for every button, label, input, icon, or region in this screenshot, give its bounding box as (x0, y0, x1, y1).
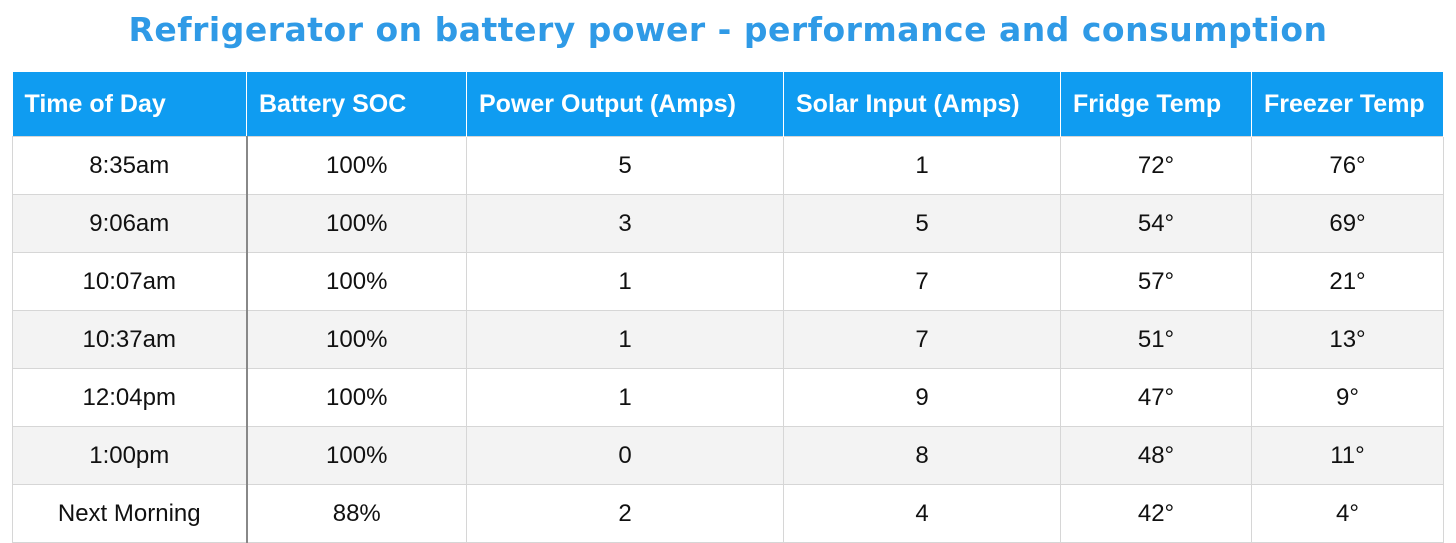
table-row: 1:00pm 100% 0 8 48° 11° (12, 426, 1444, 485)
column-header: Solar Input (Amps) (783, 72, 1061, 137)
table-row: 8:35am 100% 5 1 72° 76° (12, 136, 1444, 195)
table-cell: 12:04pm (12, 368, 248, 427)
column-header: Battery SOC (246, 72, 467, 137)
table-row: 9:06am 100% 3 5 54° 69° (12, 194, 1444, 253)
column-header: Freezer Temp (1251, 72, 1444, 137)
table-cell: 100% (246, 368, 467, 427)
table-cell: 69° (1251, 194, 1444, 253)
table-cell: 100% (246, 194, 467, 253)
table-cell: 8 (783, 426, 1061, 485)
table-cell: 76° (1251, 136, 1444, 195)
column-header: Power Output (Amps) (466, 72, 784, 137)
table-cell: 4° (1251, 484, 1444, 543)
table-cell: 54° (1060, 194, 1252, 253)
table-cell: 57° (1060, 252, 1252, 311)
table-cell: 7 (783, 310, 1061, 369)
table-row: 12:04pm 100% 1 9 47° 9° (12, 368, 1444, 427)
table-cell: 1 (783, 136, 1061, 195)
title: Refrigerator on battery power - performa… (128, 10, 1328, 49)
table-cell: 8:35am (12, 136, 248, 195)
table-cell: 100% (246, 136, 467, 195)
table-cell: 1:00pm (12, 426, 248, 485)
table-cell: 100% (246, 310, 467, 369)
table-cell: 100% (246, 426, 467, 485)
table-cell: 13° (1251, 310, 1444, 369)
table-cell: 1 (466, 310, 784, 369)
column-header: Fridge Temp (1060, 72, 1252, 137)
table-cell: 3 (466, 194, 784, 253)
table-cell: 0 (466, 426, 784, 485)
table-body: 8:35am 100% 5 1 72° 76° 9:06am 100% 3 5 54° 69° 10:0… (12, 136, 1444, 543)
table-cell: 11° (1251, 426, 1444, 485)
table-row: Next Morning 88% 2 4 42° 4° (12, 484, 1444, 543)
table-cell: 5 (783, 194, 1061, 253)
table-cell: 51° (1060, 310, 1252, 369)
table-row: 10:37am 100% 1 7 51° 13° (12, 310, 1444, 369)
data-table: Time of Day Battery SOC Power Output (Amps… (12, 72, 1444, 543)
table-cell: 7 (783, 252, 1061, 311)
table-cell: 1 (466, 252, 784, 311)
column-header: Time of Day (12, 72, 247, 137)
table-cell: 9 (783, 368, 1061, 427)
table-cell: 47° (1060, 368, 1252, 427)
table-cell: 9° (1251, 368, 1444, 427)
table-cell: 100% (246, 252, 467, 311)
table-cell: 21° (1251, 252, 1444, 311)
table-cell: 10:37am (12, 310, 248, 369)
table-row: 10:07am 100% 1 7 57° 21° (12, 252, 1444, 311)
table-cell: 72° (1060, 136, 1252, 195)
table-cell: 42° (1060, 484, 1252, 543)
table-cell: 1 (466, 368, 784, 427)
table-cell: 48° (1060, 426, 1252, 485)
table-cell: 5 (466, 136, 784, 195)
header-row: Time of Day Battery SOC Power Output (Amps… (12, 72, 1444, 137)
table-cell: 9:06am (12, 194, 248, 253)
table-cell: 88% (246, 484, 467, 543)
table-cell: 2 (466, 484, 784, 543)
table-cell: 10:07am (12, 252, 248, 311)
table-cell: 4 (783, 484, 1061, 543)
table-cell: Next Morning (12, 484, 248, 543)
